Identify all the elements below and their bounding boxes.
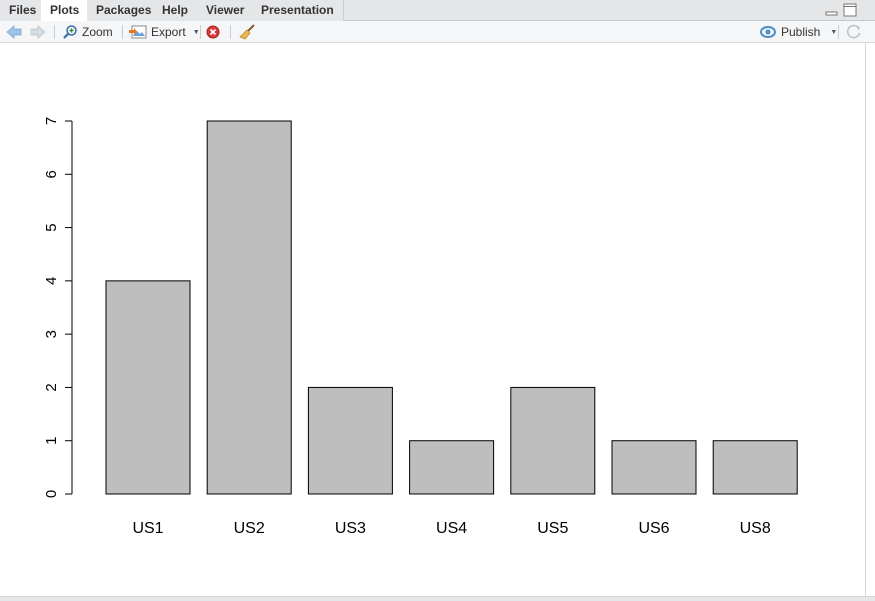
bar-us6 xyxy=(611,440,697,495)
remove-plot-button[interactable] xyxy=(206,22,220,42)
maximize-icon[interactable] xyxy=(843,3,857,17)
tab-files[interactable]: Files xyxy=(0,0,47,21)
publish-icon xyxy=(760,26,776,38)
clear-all-button[interactable] xyxy=(239,22,257,42)
chevron-down-icon: ▼ xyxy=(192,28,200,36)
pane-bottom-border xyxy=(0,596,875,601)
x-tick-label: US5 xyxy=(537,520,568,537)
tab-plots[interactable]: Plots xyxy=(41,0,90,21)
broom-icon xyxy=(239,24,255,40)
toolbar-separator xyxy=(200,25,201,39)
minimize-icon[interactable] xyxy=(825,4,838,17)
bar-us4 xyxy=(409,440,495,495)
bar-us5 xyxy=(510,386,596,495)
toolbar-separator xyxy=(838,25,839,39)
refresh-icon[interactable] xyxy=(846,22,862,42)
y-tick-label: 7 xyxy=(43,117,60,125)
zoom-button[interactable]: Zoom xyxy=(62,22,113,42)
toolbar-separator xyxy=(230,25,231,39)
plots-toolbar: Zoom Export ▼ Publish ▼ xyxy=(0,21,875,43)
arrow-left-icon[interactable] xyxy=(6,22,22,42)
magnifier-icon xyxy=(63,25,77,39)
export-label: Export xyxy=(151,25,186,39)
remove-plot-icon xyxy=(206,25,220,39)
y-tick-label: 1 xyxy=(43,437,60,445)
bar-us1 xyxy=(105,280,191,495)
x-tick-label: US6 xyxy=(638,520,669,537)
toolbar-separator xyxy=(54,25,55,39)
x-tick-label: US3 xyxy=(335,520,366,537)
x-tick-label: US4 xyxy=(436,520,467,537)
toolbar-separator xyxy=(122,25,123,39)
bar-us3 xyxy=(307,386,393,495)
x-axis-labels: US1 US2 US3 US4 US5 US6 US8 xyxy=(132,520,770,537)
bar-us8 xyxy=(712,440,798,495)
tab-presentation[interactable]: Presentation xyxy=(252,0,344,21)
x-tick-label: US2 xyxy=(234,520,265,537)
y-tick-label: 6 xyxy=(43,170,60,178)
bars xyxy=(105,120,798,495)
plot-viewer: 0 1 2 3 4 5 6 7 US1 US2 US3 US4 US5 US6 US8 xyxy=(0,43,866,596)
bar-chart: 0 1 2 3 4 5 6 7 US1 US2 US3 US4 US5 US6 US8 xyxy=(43,117,798,537)
y-tick-label: 5 xyxy=(43,223,60,231)
y-tick-label: 4 xyxy=(43,277,60,285)
y-tick-label: 0 xyxy=(43,490,60,498)
bar-us2 xyxy=(206,120,292,495)
tab-help[interactable]: Help xyxy=(153,0,199,21)
arrow-right-icon[interactable] xyxy=(30,22,46,42)
publish-label: Publish xyxy=(781,25,821,39)
tab-viewer[interactable]: Viewer xyxy=(197,0,255,21)
y-tick-label: 3 xyxy=(43,330,60,338)
publish-button[interactable]: Publish ▼ xyxy=(759,22,837,42)
chevron-down-icon: ▼ xyxy=(830,28,838,36)
x-tick-label: US1 xyxy=(132,520,163,537)
y-axis: 0 1 2 3 4 5 6 7 xyxy=(43,117,73,498)
y-tick-label: 2 xyxy=(43,383,60,391)
zoom-label: Zoom xyxy=(82,25,113,39)
export-button[interactable]: Export ▼ xyxy=(129,22,200,42)
export-image-icon xyxy=(129,25,147,39)
x-tick-label: US8 xyxy=(740,520,771,537)
pane-tab-bar: Files Plots Packages Help Viewer Present… xyxy=(0,0,875,21)
tab-packages[interactable]: Packages xyxy=(87,0,162,21)
